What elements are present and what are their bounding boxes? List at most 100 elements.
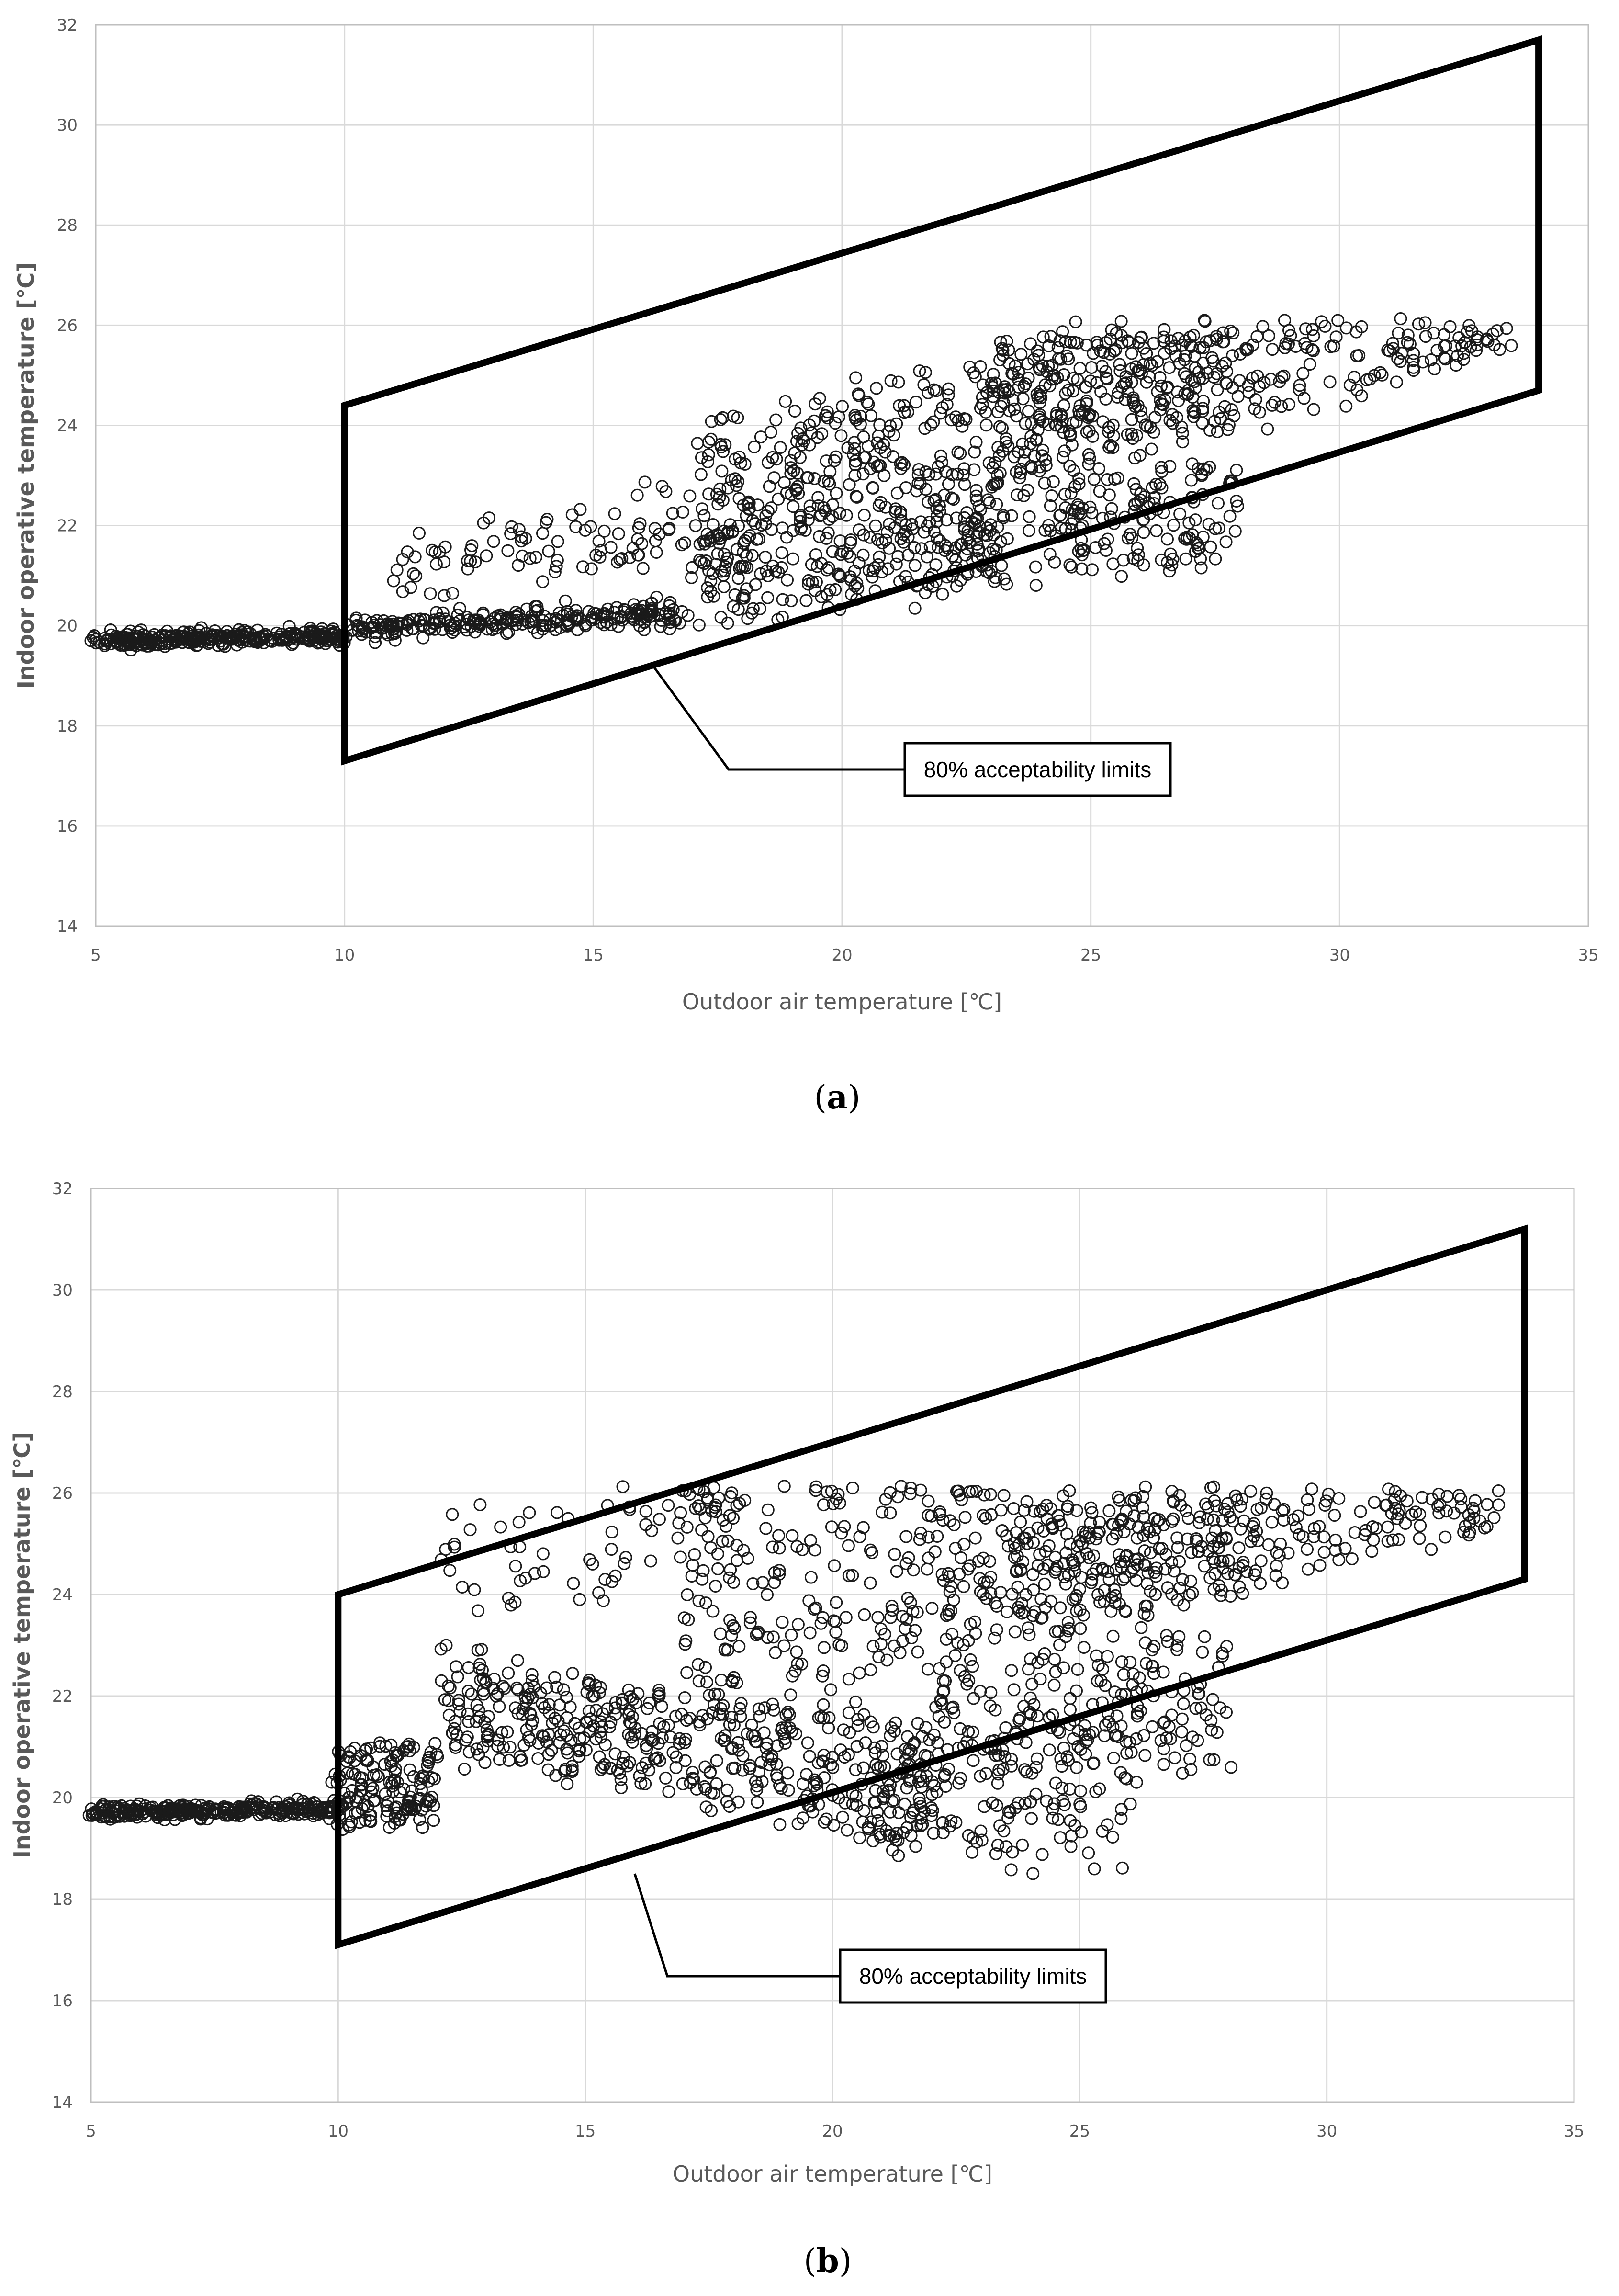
data-point (820, 1812, 833, 1826)
data-point (749, 578, 762, 591)
data-point (1102, 425, 1115, 439)
data-point (714, 532, 727, 545)
data-point (1213, 406, 1226, 419)
data-point (1282, 324, 1295, 337)
data-point (1148, 411, 1162, 424)
data-point (966, 1725, 979, 1739)
data-point (1019, 417, 1032, 430)
data-point (421, 1759, 434, 1772)
callout-label: 80% acceptability limits (924, 757, 1152, 782)
data-point (908, 541, 921, 554)
data-point (481, 622, 494, 636)
data-point (995, 342, 1009, 355)
data-point (1158, 1715, 1171, 1729)
data-point (863, 531, 877, 544)
data-point (925, 1775, 939, 1788)
data-point (1194, 1701, 1208, 1715)
data-point (1010, 409, 1023, 423)
data-point (1011, 1580, 1024, 1594)
data-point (894, 462, 908, 475)
data-point (1106, 441, 1120, 454)
data-point (1196, 402, 1210, 415)
data-point (875, 1740, 888, 1753)
data-point (1001, 532, 1014, 545)
data-point (1282, 337, 1295, 351)
data-point (927, 383, 941, 396)
data-point (706, 1605, 720, 1618)
data-point (1012, 1604, 1026, 1617)
data-point (1166, 408, 1179, 421)
data-point (1073, 1583, 1086, 1596)
data-point (502, 1753, 516, 1767)
data-point (868, 561, 881, 575)
data-point (838, 1520, 851, 1533)
data-point (1125, 413, 1138, 426)
data-point (1170, 1643, 1184, 1656)
data-point (650, 590, 663, 604)
data-point (1164, 547, 1177, 561)
data-point (1124, 1745, 1138, 1759)
data-point (810, 576, 823, 588)
data-point (625, 1730, 638, 1744)
data-point (427, 1799, 440, 1812)
data-point (414, 612, 427, 626)
data-point (1090, 1649, 1103, 1663)
data-point (1302, 1562, 1315, 1576)
data-point (448, 1722, 461, 1735)
data-point (1147, 337, 1160, 350)
data-point (1183, 1588, 1196, 1602)
data-point (976, 398, 989, 411)
data-point (998, 1750, 1012, 1763)
data-point (977, 1551, 990, 1565)
data-point (1302, 1503, 1315, 1516)
data-point (979, 406, 992, 419)
data-point (659, 606, 673, 619)
data-point (1226, 1515, 1239, 1528)
data-point (959, 413, 973, 426)
data-point (1214, 412, 1227, 425)
data-point (871, 1805, 884, 1819)
data-point (270, 1795, 283, 1809)
data-point (1447, 1506, 1461, 1520)
data-point (849, 1789, 863, 1803)
data-point (1129, 1491, 1142, 1504)
data-point (765, 1753, 778, 1766)
data-point (1219, 535, 1233, 549)
data-point (1008, 1625, 1022, 1639)
data-point (996, 1743, 1009, 1756)
data-point (1186, 404, 1200, 417)
data-point (260, 630, 273, 643)
data-point (773, 1541, 786, 1555)
data-point (1196, 1645, 1209, 1659)
data-point (198, 1801, 212, 1815)
data-point (911, 1606, 924, 1619)
data-point (1201, 366, 1214, 380)
data-point (1058, 487, 1071, 501)
data-point (862, 564, 876, 577)
data-point (866, 1834, 880, 1848)
data-point (699, 1596, 712, 1610)
data-point (1054, 1601, 1067, 1615)
data-point (1021, 484, 1034, 497)
data-point (1363, 373, 1377, 386)
data-point (1189, 381, 1202, 395)
data-point (1025, 1677, 1039, 1691)
data-point (1087, 1549, 1100, 1562)
data-point (1192, 1687, 1205, 1701)
data-point (662, 523, 675, 536)
data-point (1307, 329, 1320, 342)
data-point (1054, 1831, 1067, 1844)
data-point (753, 1765, 766, 1779)
data-point (777, 1639, 791, 1652)
data-point (1009, 1801, 1022, 1815)
x-tick-label: 30 (1316, 2122, 1337, 2141)
data-point (884, 1805, 897, 1819)
data-point (351, 1791, 365, 1804)
data-point (1034, 1673, 1047, 1685)
data-point (461, 562, 474, 576)
data-point (946, 1700, 960, 1714)
data-point (936, 1674, 950, 1687)
data-point (1108, 1685, 1122, 1699)
data-point (1062, 352, 1075, 366)
data-point (1155, 379, 1168, 393)
